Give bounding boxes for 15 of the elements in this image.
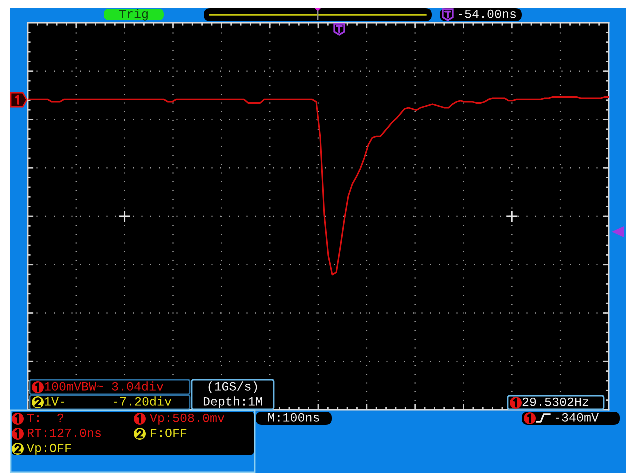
text: -340mV — [556, 413, 599, 422]
text: -7.20div — [114, 396, 172, 406]
text: 100mVBW~ 3.04div — [44, 382, 164, 391]
text: Vp:508.0mv — [150, 414, 225, 425]
text: (1GS/s) — [208, 382, 258, 394]
text: T: ? — [27, 414, 64, 422]
text: RT:127.0ns — [28, 428, 101, 438]
text: Vp:OFF — [27, 444, 72, 455]
text: 29.5302Hz — [522, 398, 589, 406]
text: -54.00ns — [459, 10, 516, 18]
text: M:100ns — [268, 413, 320, 422]
text: F:OFF — [151, 428, 187, 438]
text: Trig — [119, 9, 148, 21]
text: Depth:1M — [204, 396, 262, 408]
text: 1V- — [44, 398, 64, 406]
